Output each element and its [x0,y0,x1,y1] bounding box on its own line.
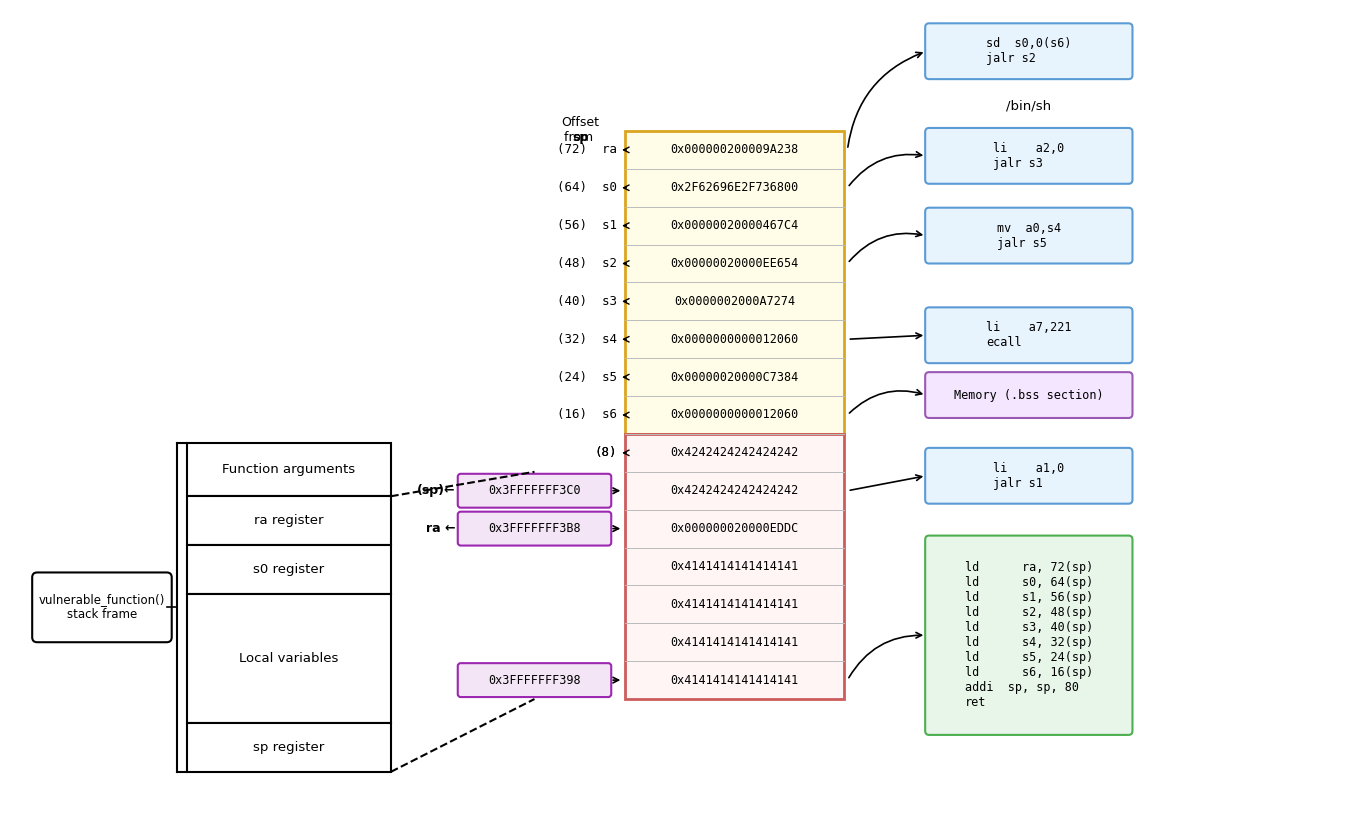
Bar [625,434,844,699]
Text: (8): (8) [595,446,617,459]
FancyBboxPatch shape [925,23,1132,79]
FancyBboxPatch shape [925,207,1132,263]
FancyBboxPatch shape [925,373,1132,418]
Text: /bin/sh: /bin/sh [1007,100,1051,112]
Text: 0x4141414141414141: 0x4141414141414141 [670,673,799,686]
Text: sp register: sp register [253,741,324,754]
Text: 0x3FFFFFFF398: 0x3FFFFFFF398 [488,673,580,686]
FancyBboxPatch shape [925,448,1132,504]
Text: (72)  ra: (72) ra [557,144,617,156]
Text: 0x4141414141414141: 0x4141414141414141 [670,598,799,611]
Text: (sp)←: (sp)← [417,484,456,497]
Bar [187,496,391,545]
Text: sd  s0,0(s6)
jalr s2: sd s0,0(s6) jalr s2 [986,37,1072,65]
Text: (32)  s4: (32) s4 [557,333,617,346]
Text: 0x000000020000EDDC: 0x000000020000EDDC [670,522,799,535]
Bar [187,545,391,594]
FancyBboxPatch shape [925,128,1132,183]
Text: 0x00000020000EE654: 0x00000020000EE654 [670,257,799,270]
FancyBboxPatch shape [458,474,612,508]
Text: (24)  s5: (24) s5 [557,371,617,383]
Text: li    a2,0
jalr s3: li a2,0 jalr s3 [993,142,1065,170]
Text: s0 register: s0 register [253,563,324,576]
FancyBboxPatch shape [925,307,1132,363]
Text: ra ←: ra ← [426,522,456,535]
Bar [625,131,844,434]
FancyBboxPatch shape [458,511,612,545]
Text: 0x0000000000012060: 0x0000000000012060 [670,409,799,421]
Text: vulnerable_function()
stack frame: vulnerable_function() stack frame [38,593,165,621]
Text: (48)  s2: (48) s2 [557,257,617,270]
Text: 0x2F62696E2F736800: 0x2F62696E2F736800 [670,181,799,194]
Text: 0x4141414141414141: 0x4141414141414141 [670,636,799,648]
Bar [187,443,391,496]
Text: ra register: ra register [255,514,324,527]
Text: Memory (.bss section): Memory (.bss section) [953,388,1103,401]
Text: Offset
from: Offset from [561,116,599,144]
Text: Function arguments: Function arguments [222,463,355,476]
Text: sp: sp [572,131,588,144]
Text: 0x4141414141414141: 0x4141414141414141 [670,560,799,573]
Text: (56)  s1: (56) s1 [557,219,617,232]
Text: 0x00000020000467C4: 0x00000020000467C4 [670,219,799,232]
Text: 0x0000002000A7274: 0x0000002000A7274 [674,295,795,308]
Text: 0x00000020000C7384: 0x00000020000C7384 [670,371,799,383]
Text: 0x3FFFFFFF3B8: 0x3FFFFFFF3B8 [488,522,580,535]
Text: ld      ra, 72(sp)
ld      s0, 64(sp)
ld      s1, 56(sp)
ld      s2, 48(sp)
ld  : ld ra, 72(sp) ld s0, 64(sp) ld s1, 56(sp… [964,561,1092,710]
FancyBboxPatch shape [33,572,172,643]
FancyBboxPatch shape [925,535,1132,735]
Text: 0x4242424242424242: 0x4242424242424242 [670,484,799,497]
Text: (16)  s6: (16) s6 [557,409,617,421]
Text: li    a7,221
ecall: li a7,221 ecall [986,321,1072,349]
Text: 0x3FFFFFFF3C0: 0x3FFFFFFF3C0 [488,484,580,497]
Bar [187,723,391,771]
Bar [187,594,391,723]
Text: mv  a0,s4
jalr s5: mv a0,s4 jalr s5 [997,221,1061,249]
Text: 0x000000200009A238: 0x000000200009A238 [670,144,799,156]
Text: (8): (8) [595,446,617,459]
Text: li    a1,0
jalr s1: li a1,0 jalr s1 [993,462,1065,490]
Text: (64)  s0: (64) s0 [557,181,617,194]
Text: 0x4242424242424242: 0x4242424242424242 [670,446,799,459]
Text: (40)  s3: (40) s3 [557,295,617,308]
Text: Local variables: Local variables [240,652,339,665]
FancyBboxPatch shape [458,663,612,697]
Text: 0x0000000000012060: 0x0000000000012060 [670,333,799,346]
